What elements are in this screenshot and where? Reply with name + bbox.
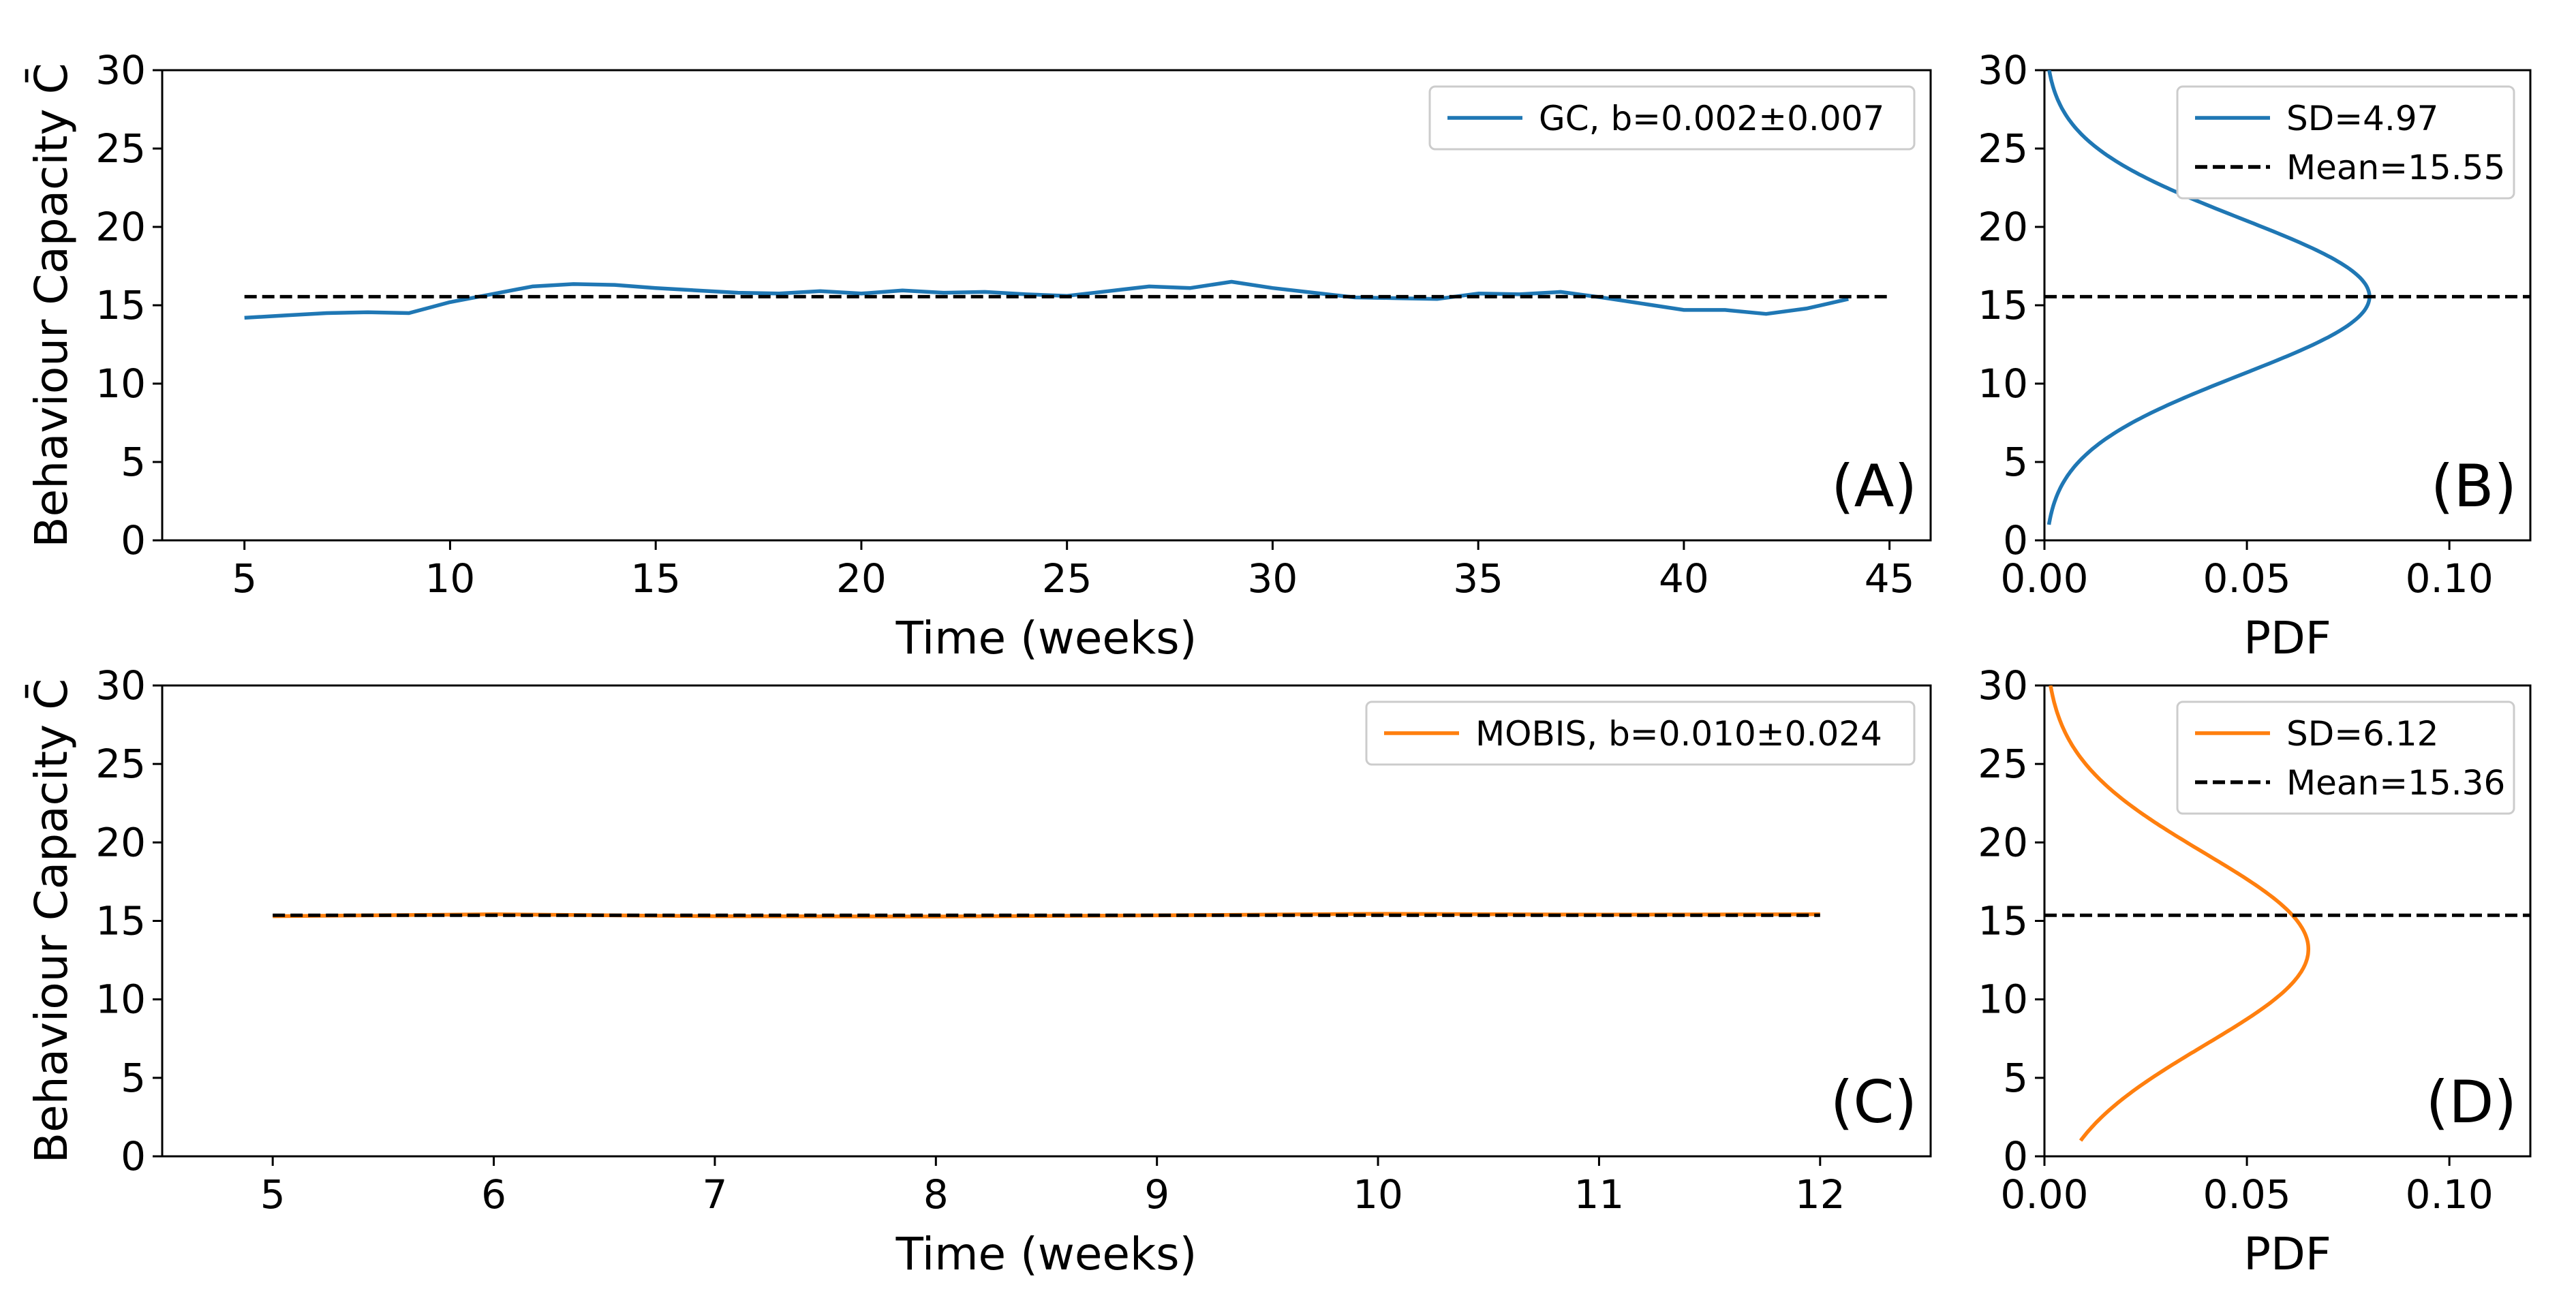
- x-axis-label: Time (weeks): [895, 1228, 1197, 1280]
- panel-label: (C): [1830, 1068, 1917, 1137]
- x-tick-label: 5: [232, 555, 257, 602]
- series-line: [244, 279, 1849, 320]
- y-tick-label: 0: [121, 517, 146, 564]
- y-tick-label: 15: [1978, 282, 2028, 328]
- y-tick-label: 5: [2003, 1055, 2028, 1101]
- y-tick-label: 5: [121, 439, 146, 485]
- chart-panel-a: 0 5 10 15 20 25 30 5 10 15 20 25 30 35 40 45 Time (weeks…: [25, 47, 1932, 664]
- x-tick-label: 10: [1353, 1171, 1403, 1218]
- y-tick-label: 15: [95, 898, 146, 944]
- x-tick-label: 0.00: [2000, 555, 2088, 602]
- x-tick-label: 5: [260, 1171, 286, 1218]
- x-tick-label: 7: [702, 1171, 727, 1218]
- y-tick-label: 30: [1978, 47, 2028, 93]
- legend-label: Mean=15.55: [2286, 148, 2505, 187]
- chart-panel-c: 0 5 10 15 20 25 30 5 6 7 8 9 10 11 12 Time (weeks) Behav…: [25, 662, 1932, 1280]
- x-tick-label: 40: [1659, 555, 1709, 602]
- legend: GC, b=0.002±0.007: [1428, 85, 1916, 151]
- x-tick-label: 20: [836, 555, 887, 602]
- y-tick-label: 20: [95, 819, 146, 865]
- x-tick-label: 30: [1248, 555, 1298, 602]
- y-tick-label: 20: [1978, 204, 2028, 250]
- x-tick-label: 0.05: [2203, 1171, 2291, 1218]
- pdf-curve: [2049, 685, 2311, 1142]
- y-tick-label: 30: [95, 47, 146, 93]
- y-tick-label: 5: [2003, 439, 2028, 485]
- y-tick-label: 20: [1978, 819, 2028, 865]
- x-tick-label: 11: [1574, 1171, 1625, 1218]
- y-tick-label: 0: [121, 1133, 146, 1179]
- y-tick-label: 25: [1978, 125, 2028, 172]
- y-tick-label: 15: [1978, 898, 2028, 944]
- legend: MOBIS, b=0.010±0.024: [1365, 700, 1916, 766]
- y-tick-label: 0: [2003, 1133, 2028, 1179]
- y-tick-label: 20: [95, 204, 146, 250]
- legend-label: SD=4.97: [2286, 99, 2438, 138]
- legend-label: GC, b=0.002±0.007: [1539, 99, 1884, 138]
- x-axis-label: Time (weeks): [895, 612, 1197, 664]
- legend-box: [1428, 85, 1916, 151]
- y-tick-label: 25: [95, 125, 146, 172]
- x-tick-label: 45: [1865, 555, 1915, 602]
- legend-box: [2176, 85, 2515, 200]
- chart-panel-b: 0 5 10 15 20 25 30 0.00 0.05 0.10 PDF (B) SD=4.97 Mea…: [1978, 47, 2532, 664]
- y-tick-label: 25: [95, 741, 146, 787]
- x-axis-label: PDF: [2243, 612, 2331, 664]
- panel-label: (B): [2431, 452, 2517, 521]
- legend-box: [2176, 700, 2515, 815]
- y-axis-label: Behaviour Capacity C̄: [25, 679, 78, 1163]
- y-tick-label: 10: [1978, 976, 2028, 1023]
- y-tick-label: 15: [95, 282, 146, 328]
- legend: SD=6.12 Mean=15.36: [2176, 700, 2515, 815]
- y-tick-label: 5: [121, 1055, 146, 1101]
- x-tick-label: 0.10: [2406, 1171, 2494, 1218]
- x-tick-label: 8: [923, 1171, 949, 1218]
- y-tick-label: 10: [95, 360, 146, 407]
- legend-label: Mean=15.36: [2286, 763, 2505, 803]
- legend-label: MOBIS, b=0.010±0.024: [1475, 714, 1882, 754]
- y-tick-label: 10: [95, 976, 146, 1023]
- legend: SD=4.97 Mean=15.55: [2176, 85, 2515, 200]
- x-tick-label: 10: [425, 555, 476, 602]
- x-tick-label: 0.00: [2000, 1171, 2088, 1218]
- y-tick-label: 25: [1978, 741, 2028, 787]
- y-tick-label: 30: [95, 662, 146, 709]
- y-axis-label: Behaviour Capacity C̄: [25, 63, 78, 547]
- x-axis-label: PDF: [2243, 1228, 2331, 1280]
- x-tick-label: 9: [1144, 1171, 1169, 1218]
- legend-label: SD=6.12: [2286, 714, 2438, 754]
- x-tick-label: 6: [481, 1171, 506, 1218]
- y-tick-label: 30: [1978, 662, 2028, 709]
- y-tick-label: 0: [2003, 517, 2028, 564]
- x-tick-label: 0.10: [2406, 555, 2494, 602]
- y-tick-label: 10: [1978, 360, 2028, 407]
- x-tick-label: 25: [1042, 555, 1092, 602]
- x-tick-label: 15: [630, 555, 681, 602]
- legend-box: [1365, 700, 1916, 766]
- panel-label: (D): [2426, 1068, 2517, 1137]
- x-tick-label: 12: [1795, 1171, 1845, 1218]
- x-tick-label: 0.05: [2203, 555, 2291, 602]
- chart-panel-d: 0 5 10 15 20 25 30 0.00 0.05 0.10 PDF (D) SD=6.12 Mea…: [1978, 662, 2532, 1280]
- x-tick-label: 35: [1453, 555, 1503, 602]
- panel-label: (A): [1831, 452, 1917, 521]
